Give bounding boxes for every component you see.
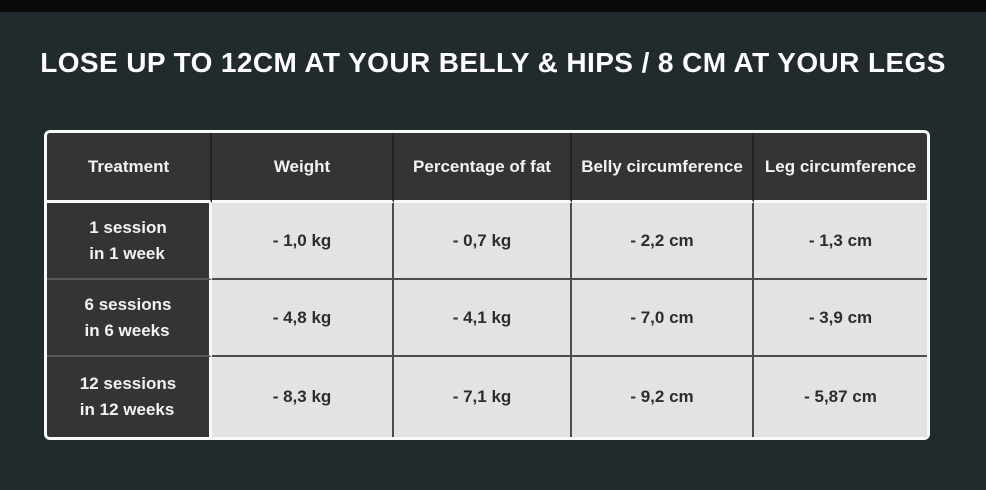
table-cell-belly-row3: - 9,2 cm [572,357,754,437]
table-cell-belly-row2: - 7,0 cm [572,280,754,357]
column-header-treatment: Treatment [47,133,212,203]
table-cell-leg-row2: - 3,9 cm [754,280,927,357]
row-header-label: 12 sessions in 12 weeks [79,374,177,419]
table-cell-belly-row1: - 2,2 cm [572,203,754,280]
row-header-1-session: 1 session in 1 week [47,203,212,280]
row-header-6-sessions: 6 sessions in 6 weeks [47,280,212,357]
page-title: LOSE UP TO 12CM AT YOUR BELLY & HIPS / 8… [40,47,946,78]
column-header-percentage-of-fat: Percentage of fat [394,133,572,203]
table-cell-fat-row2: - 4,1 kg [394,280,572,357]
results-table: Treatment Weight Percentage of fat Belly… [44,130,930,440]
column-header-leg-circumference: Leg circumference [754,133,927,203]
table-cell-weight-row1: - 1,0 kg [212,203,394,280]
column-header-weight: Weight [212,133,394,203]
table-cell-fat-row3: - 7,1 kg [394,357,572,437]
row-header-label: 6 sessions in 6 weeks [84,294,172,340]
row-header-12-sessions: 12 sessions in 12 weeks [47,357,212,437]
top-letterbox-strip [0,0,986,12]
table-cell-weight-row2: - 4,8 kg [212,280,394,357]
table-cell-leg-row3: - 5,87 cm [754,357,927,437]
table-cell-weight-row3: - 8,3 kg [212,357,394,437]
row-header-label: 1 session in 1 week [89,217,167,263]
table-cell-fat-row1: - 0,7 kg [394,203,572,280]
column-header-belly-circumference: Belly circumference [572,133,754,203]
table-cell-leg-row1: - 1,3 cm [754,203,927,280]
